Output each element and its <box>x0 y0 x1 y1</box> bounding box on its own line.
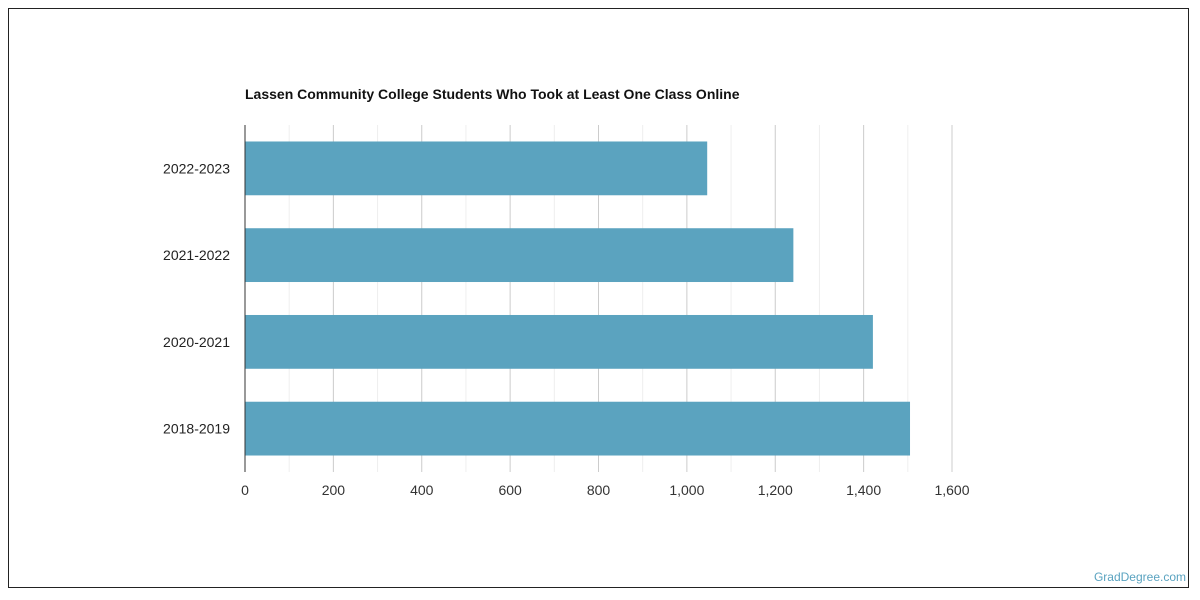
y-category-label: 2020-2021 <box>163 334 230 350</box>
x-tick-label: 800 <box>587 482 611 498</box>
bar <box>245 401 911 456</box>
x-tick-label: 1,400 <box>846 482 881 498</box>
x-tick-label: 1,600 <box>934 482 969 498</box>
x-tick-label: 1,200 <box>758 482 793 498</box>
bar <box>245 141 708 196</box>
x-tick-label: 1,000 <box>669 482 704 498</box>
bar <box>245 314 873 369</box>
watermark-link[interactable]: GradDegree.com <box>1093 570 1186 584</box>
bar <box>245 228 794 283</box>
x-tick-label: 200 <box>322 482 346 498</box>
x-tick-label: 0 <box>241 482 249 498</box>
chart-title: Lassen Community College Students Who To… <box>245 86 740 102</box>
x-tick-label: 600 <box>498 482 522 498</box>
y-category-label: 2018-2019 <box>163 421 230 437</box>
y-category-label: 2021-2022 <box>163 247 230 263</box>
y-category-label: 2022-2023 <box>163 160 230 176</box>
x-tick-label: 400 <box>410 482 434 498</box>
